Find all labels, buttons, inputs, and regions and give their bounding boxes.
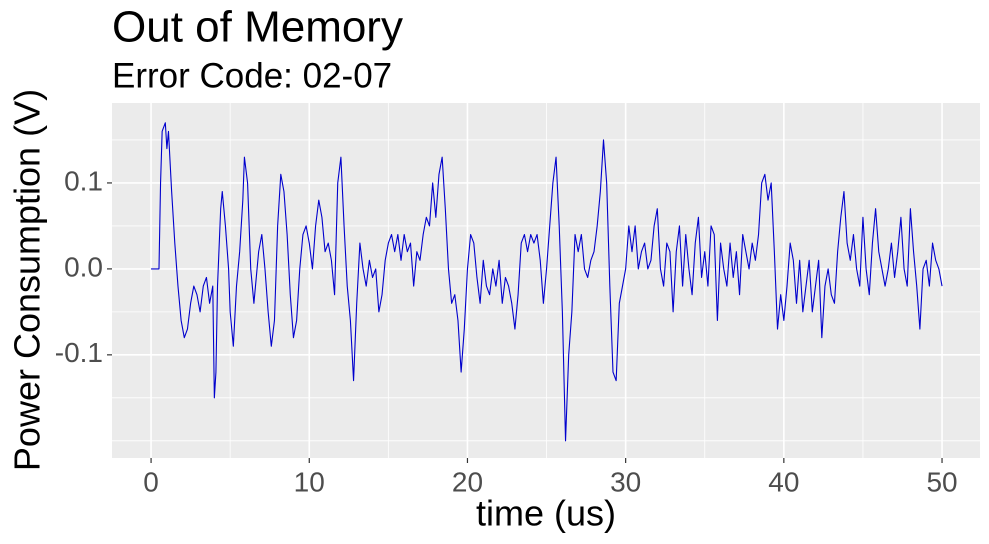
y-tick-label: -0.1	[55, 337, 103, 368]
chart-subtitle: Error Code: 02-07	[112, 56, 392, 95]
data-line	[151, 122, 943, 442]
x-tick-label: 50	[926, 466, 957, 497]
y-tick-label: 0.1	[64, 165, 103, 196]
x-tick-label: 0	[143, 466, 159, 497]
chart-title: Out of Memory	[112, 3, 403, 52]
x-tick-label: 20	[452, 466, 483, 497]
x-axis-label: time (us)	[476, 493, 616, 534]
x-tick-label: 30	[610, 466, 641, 497]
x-tick-label: 10	[294, 466, 325, 497]
x-tick-label: 40	[768, 466, 799, 497]
y-axis-label: Power Consumption (V)	[7, 89, 48, 471]
y-tick-label: 0.0	[64, 251, 103, 282]
